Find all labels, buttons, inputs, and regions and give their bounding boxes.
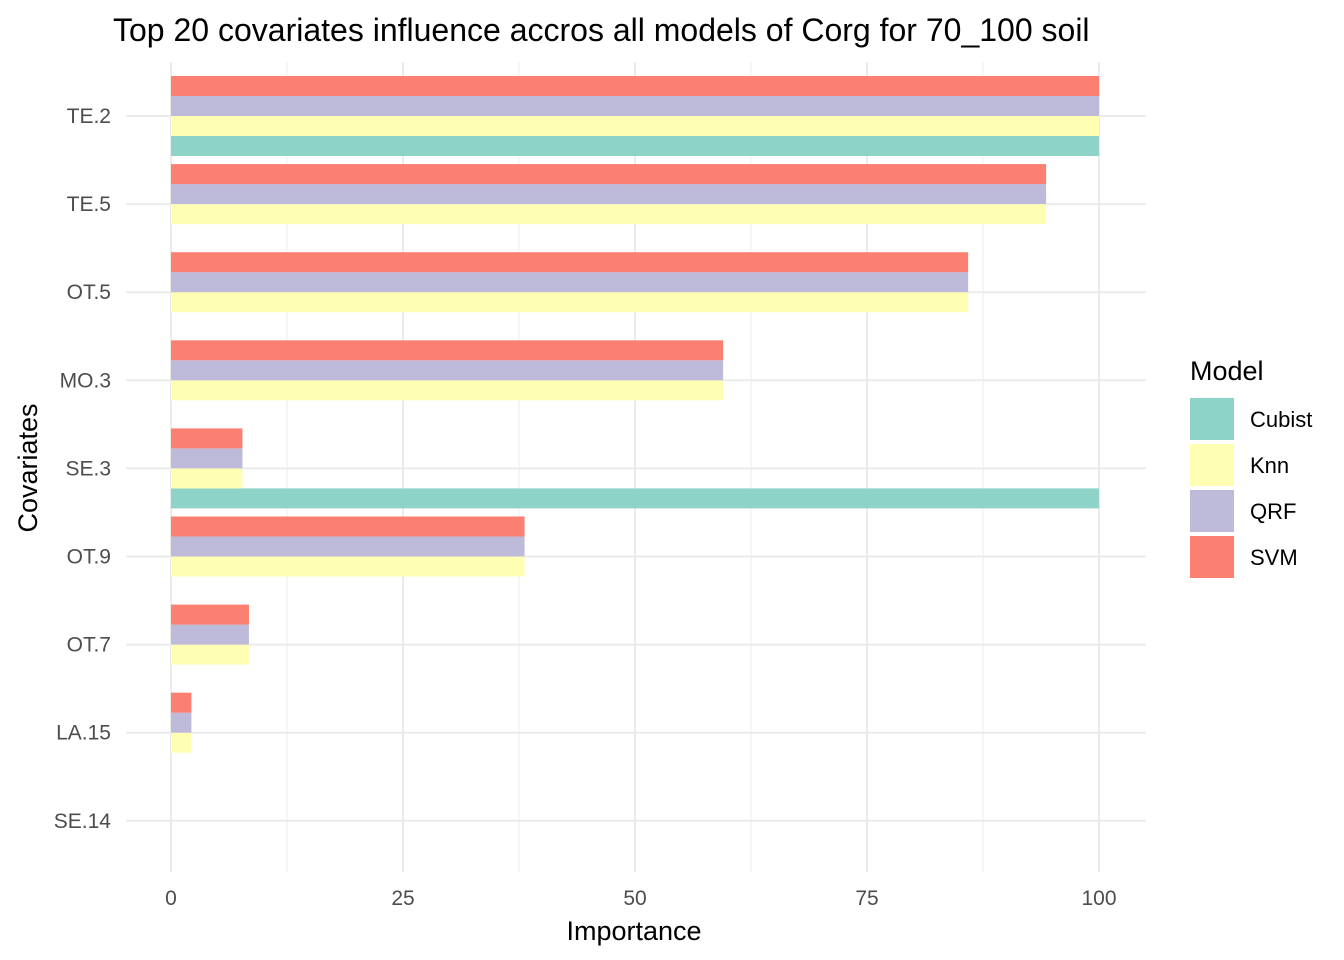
bar-knn-ot-7 — [171, 644, 249, 665]
y-tick-label: OT.9 — [67, 546, 111, 569]
bar-svm-ot-5 — [171, 252, 969, 273]
y-tick-label: SE.14 — [54, 810, 112, 833]
legend-label-svm: SVM — [1250, 545, 1298, 570]
y-tick-label: OT.5 — [67, 281, 111, 304]
bar-svm-se-3 — [171, 428, 243, 449]
bar-svm-mo-3 — [171, 340, 724, 361]
bar-qrf-mo-3 — [171, 360, 724, 381]
y-tick-labels: TE.2 TE.5 OT.5 MO.3 SE.3 OT.9 OT.7 LA.15 SE.14 — [54, 105, 112, 833]
y-tick-label: LA.15 — [56, 722, 111, 745]
legend-key-knn — [1190, 444, 1234, 486]
y-tick-label: OT.7 — [67, 634, 111, 657]
bar-qrf-te-2 — [171, 96, 1099, 116]
y-axis-title: Covariates — [13, 403, 43, 532]
x-tick-label: 50 — [623, 887, 646, 910]
bar-knn-ot-5 — [171, 292, 969, 313]
bar-qrf-ot-9 — [171, 536, 525, 557]
bar-knn-la-15 — [171, 732, 192, 753]
y-tick-label: MO.3 — [60, 369, 111, 392]
bar-knn-ot-9 — [171, 556, 525, 577]
bar-svm-ot-7 — [171, 604, 249, 625]
x-tick-label: 100 — [1081, 887, 1116, 910]
legend-key-svm — [1190, 536, 1234, 578]
bar-svm-te-2 — [171, 76, 1099, 96]
legend: Model Cubist Knn QRF SVM — [1190, 356, 1312, 578]
bar-cubist-se-3 — [171, 488, 1099, 509]
bar-qrf-ot-7 — [171, 624, 249, 645]
bar-knn-mo-3 — [171, 380, 724, 401]
x-tick-label: 0 — [165, 887, 177, 910]
bars — [171, 76, 1099, 753]
y-tick-label: TE.5 — [67, 193, 111, 216]
bar-qrf-la-15 — [171, 712, 192, 733]
y-tick-label: TE.2 — [67, 105, 111, 128]
bar-qrf-se-3 — [171, 448, 243, 469]
x-tick-label: 75 — [855, 887, 878, 910]
x-tick-labels: 0 25 50 75 100 — [165, 887, 1116, 910]
bar-knn-te-5 — [171, 204, 1047, 225]
x-axis-title: Importance — [566, 916, 701, 946]
legend-label-cubist: Cubist — [1250, 407, 1312, 432]
x-tick-label: 25 — [391, 887, 414, 910]
y-tick-label: SE.3 — [65, 457, 111, 480]
bar-svm-la-15 — [171, 692, 192, 713]
bar-qrf-te-5 — [171, 184, 1047, 205]
bar-qrf-ot-5 — [171, 272, 969, 293]
legend-title: Model — [1190, 356, 1264, 386]
bar-svm-te-5 — [171, 164, 1047, 185]
bar-knn-te-2 — [171, 116, 1099, 136]
bar-knn-se-3 — [171, 468, 243, 489]
bar-svm-ot-9 — [171, 516, 525, 537]
legend-label-knn: Knn — [1250, 453, 1289, 478]
legend-key-qrf — [1190, 490, 1234, 532]
bar-cubist-te-2 — [171, 136, 1099, 156]
legend-key-cubist — [1190, 398, 1234, 440]
chart-title: Top 20 covariates influence accros all m… — [113, 12, 1090, 48]
legend-label-qrf: QRF — [1250, 499, 1296, 524]
